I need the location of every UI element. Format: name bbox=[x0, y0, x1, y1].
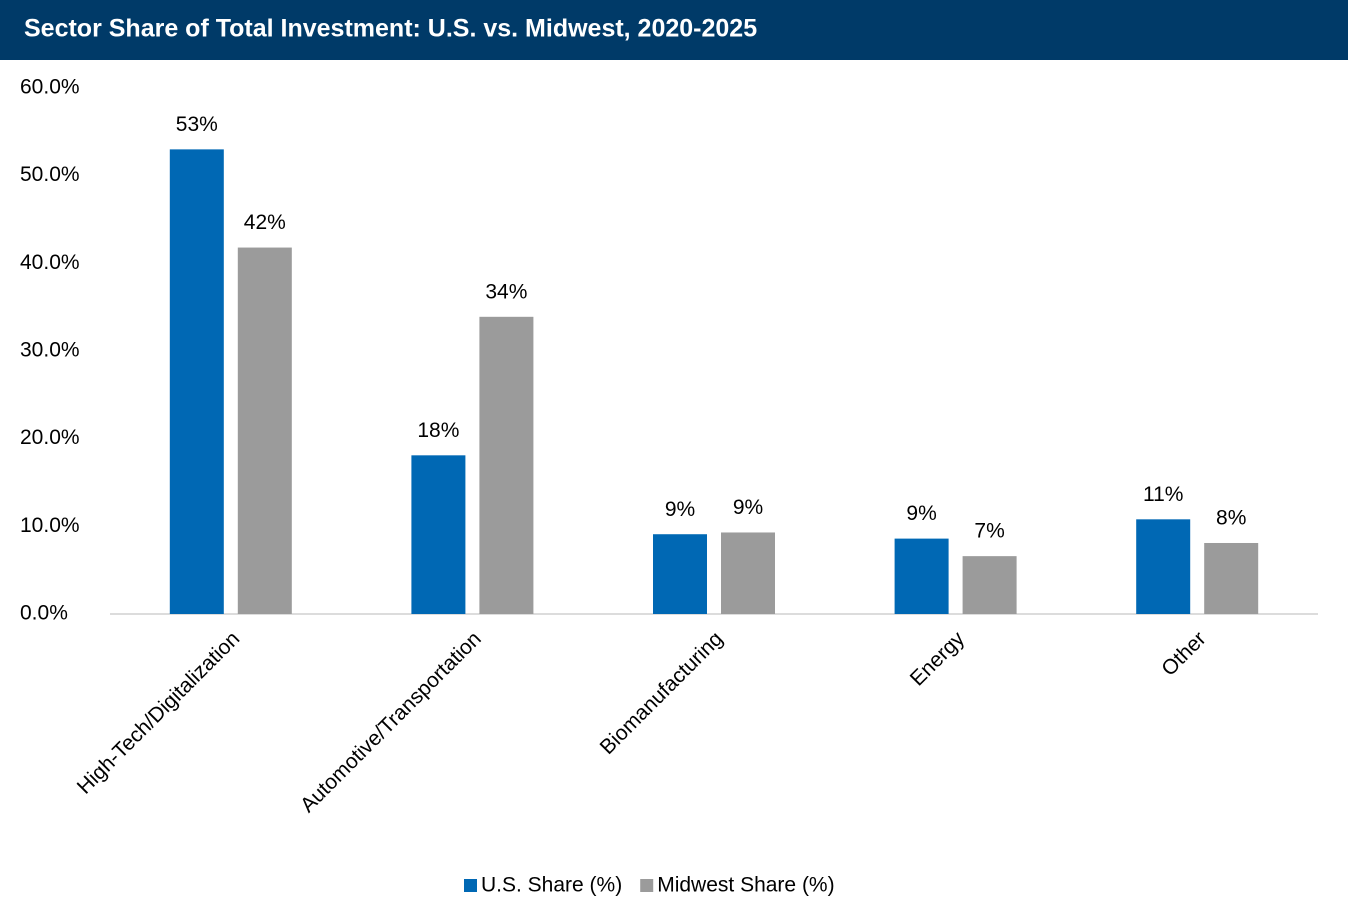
value-label: 7% bbox=[974, 520, 1004, 543]
legend-label: Midwest Share (%) bbox=[657, 874, 834, 897]
y-tick-label: 0.0% bbox=[20, 602, 68, 625]
bar bbox=[237, 247, 292, 614]
bar bbox=[653, 534, 707, 614]
value-label: 8% bbox=[1216, 507, 1246, 530]
x-tick-label: Biomanufacturing bbox=[596, 627, 728, 759]
value-label: 53% bbox=[176, 113, 218, 136]
y-tick-label: 20.0% bbox=[20, 426, 80, 449]
legend-swatch bbox=[464, 879, 477, 892]
y-tick-label: 50.0% bbox=[20, 163, 80, 186]
legend-swatch bbox=[640, 879, 654, 892]
y-tick-label: 40.0% bbox=[20, 251, 80, 274]
y-tick-label: 30.0% bbox=[20, 339, 80, 362]
x-tick-label: Automotive/Transportation bbox=[296, 627, 486, 817]
bar bbox=[1204, 542, 1259, 614]
bar bbox=[962, 556, 1017, 614]
title-bar bbox=[0, 0, 1348, 60]
x-tick-label: Energy bbox=[906, 627, 970, 691]
y-tick-label: 10.0% bbox=[20, 514, 80, 537]
value-label: 34% bbox=[485, 280, 527, 303]
bar bbox=[411, 455, 466, 614]
value-label: 11% bbox=[1143, 483, 1183, 506]
bar bbox=[479, 316, 534, 614]
y-tick-label: 60.0% bbox=[20, 76, 80, 99]
bar bbox=[721, 532, 775, 614]
value-label: 42% bbox=[244, 211, 286, 234]
bar bbox=[169, 149, 224, 614]
bar bbox=[894, 538, 949, 614]
value-label: 18% bbox=[417, 419, 459, 442]
value-label: 9% bbox=[733, 496, 763, 519]
value-label: 9% bbox=[906, 502, 936, 525]
legend-label: U.S. Share (%) bbox=[481, 874, 622, 897]
x-tick-label: Other bbox=[1157, 627, 1210, 680]
value-label: 9% bbox=[665, 498, 695, 521]
x-tick-label: High-Tech/Digitalization bbox=[73, 627, 244, 798]
chart-title: Sector Share of Total Investment: U.S. v… bbox=[24, 15, 757, 43]
bar bbox=[1136, 519, 1191, 614]
